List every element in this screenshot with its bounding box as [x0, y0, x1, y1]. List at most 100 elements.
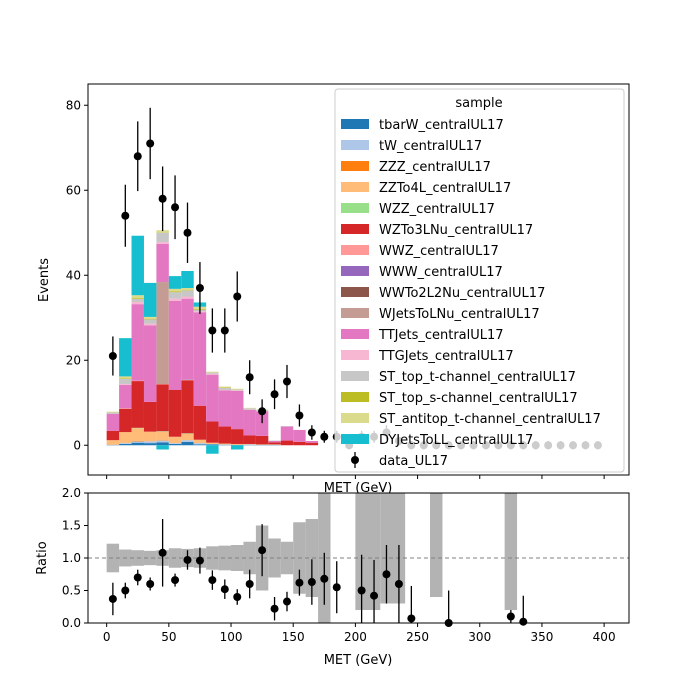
- stack-bar: [168, 288, 182, 292]
- y-tick-label: 60: [66, 183, 81, 197]
- y-tick-label: 40: [66, 268, 81, 282]
- stack-bar: [168, 443, 182, 446]
- stack-bar: [181, 296, 194, 299]
- ratio-point: [394, 580, 403, 588]
- ratio-y-tick-label: 2.0: [62, 486, 81, 500]
- stack-bar: [181, 271, 194, 288]
- ratio-point: [270, 604, 279, 613]
- legend-swatch: [341, 329, 369, 339]
- legend-label: DYJetsToLL_centralUL17: [379, 433, 533, 448]
- ratio-point: [357, 586, 366, 595]
- data-point: [158, 194, 167, 203]
- legend-swatch: [341, 434, 369, 444]
- legend-swatch: [341, 371, 369, 381]
- ratio-band-bin: [305, 519, 319, 597]
- data-point: [245, 373, 254, 382]
- stack-bar: [131, 295, 144, 299]
- stack-bar: [231, 443, 244, 445]
- stack-bar: [268, 441, 281, 443]
- stack-bar: [143, 401, 157, 432]
- y-tick-label: 20: [66, 353, 81, 367]
- stack-bar: [156, 431, 169, 441]
- ratio-point: [282, 597, 291, 606]
- legend-label: TTGJets_centralUL17: [378, 349, 514, 364]
- ratio-y-tick-label: 1.5: [62, 519, 81, 533]
- y-tick-label: 0: [73, 438, 81, 452]
- data-point: [208, 326, 217, 335]
- data-point: [146, 139, 155, 148]
- main-ylabel: Events: [37, 258, 52, 302]
- data-point: [282, 377, 291, 386]
- stack-bar: [181, 440, 194, 442]
- legend: sample tbarW_centralUL17 tW_centralUL17 ZZ…: [334, 88, 625, 473]
- data-point: [133, 152, 142, 161]
- stack-bar: [218, 426, 232, 444]
- ratio-point: [220, 585, 229, 594]
- legend-swatch: [341, 350, 369, 360]
- legend-label: WZZ_centralUL17: [379, 202, 495, 217]
- ratio-x-tick-label: 0: [103, 630, 111, 644]
- ratio-point: [133, 573, 142, 582]
- legend-box: [334, 88, 625, 473]
- legend-label: WWZ_centralUL17: [379, 244, 499, 259]
- stack-bar: [280, 426, 294, 441]
- stack-bar: [156, 445, 169, 450]
- data-point: [171, 203, 180, 212]
- stack-bar: [231, 429, 244, 444]
- stack-bar: [168, 443, 182, 444]
- ratio-point: [258, 546, 267, 555]
- stack-bar: [193, 444, 207, 446]
- ratio-x-tick-label: 100: [220, 630, 243, 644]
- stack-bar: [268, 442, 281, 445]
- stack-bar: [156, 230, 169, 233]
- legend-swatch: [341, 266, 369, 276]
- stack-bar: [305, 442, 319, 446]
- ratio-y-ticks: 0.0 0.5 1.0 1.5 2.0: [62, 486, 88, 630]
- ratio-point: [208, 576, 217, 585]
- ratio-x-tick-label: 50: [161, 630, 176, 644]
- data-point: [195, 284, 204, 292]
- stack-bar: [218, 390, 232, 427]
- ratio-y-tick-label: 0.5: [62, 584, 81, 598]
- ratio-x-tick-label: 350: [530, 630, 553, 644]
- stack-bar: [143, 441, 157, 444]
- ratio-x-tick-label: 250: [406, 630, 429, 644]
- ratio-band-bin: [268, 538, 281, 578]
- stack-bar: [218, 387, 232, 390]
- legend-swatch: [341, 119, 369, 129]
- stack-bar: [119, 338, 132, 377]
- stack-bar: [231, 445, 244, 450]
- data-point: [121, 211, 130, 220]
- stack-bar: [143, 319, 157, 324]
- stack-bar: [119, 384, 132, 409]
- stack-bar: [218, 443, 232, 445]
- ratio-point: [171, 576, 180, 585]
- stack-bar: [119, 376, 132, 379]
- ratio-y-tick-label: 1.0: [62, 551, 81, 565]
- stack-bar: [106, 440, 120, 445]
- stack-bar: [255, 435, 269, 445]
- stack-bar: [131, 304, 144, 381]
- ratio-point: [320, 574, 329, 583]
- legend-swatch: [341, 287, 369, 297]
- stack-bar: [181, 433, 194, 441]
- stack-bar: [206, 421, 219, 443]
- legend-marker: [351, 456, 359, 464]
- stack-bar: [143, 325, 157, 402]
- legend-swatch: [341, 308, 369, 318]
- stack-bar: [280, 440, 294, 446]
- ratio-point: [506, 612, 515, 621]
- data-point: [320, 432, 329, 441]
- main-axes-frame: [87, 83, 630, 476]
- ratio-band-bin: [504, 493, 518, 610]
- stack-bar: [156, 384, 169, 432]
- legend-swatch: [341, 140, 369, 150]
- legend-label: ZZTo4L_centralUL17: [379, 181, 511, 196]
- stack-bar: [206, 371, 219, 373]
- stack-bar: [181, 441, 194, 446]
- stack-bar: [181, 288, 194, 291]
- ratio-band-bin: [143, 550, 157, 566]
- stack-bar: [156, 242, 169, 244]
- data-point: [270, 390, 279, 399]
